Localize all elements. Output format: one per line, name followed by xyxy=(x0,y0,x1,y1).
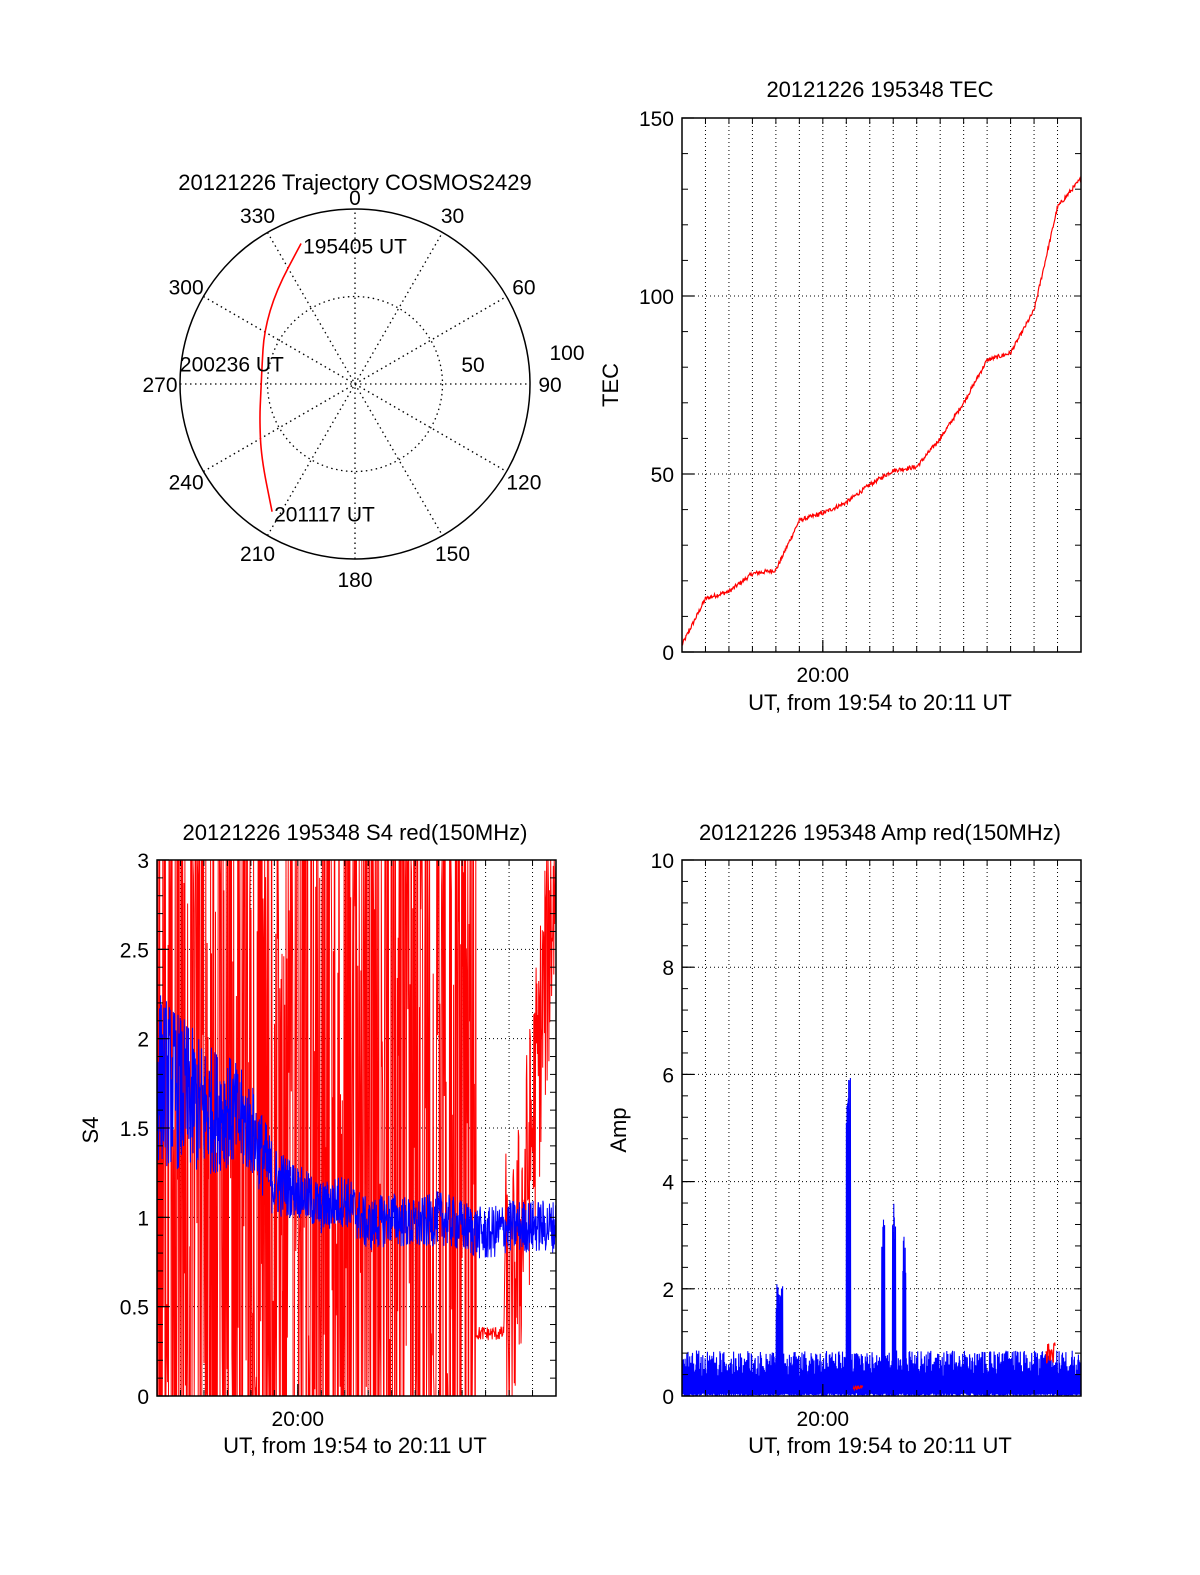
amp-title: 20121226 195348 Amp red(150MHz) xyxy=(699,820,1061,845)
polar-angle-label: 270 xyxy=(142,374,177,397)
amp-x-tick-label: 20:00 xyxy=(797,1408,850,1431)
amp-y-tick-label: 0 xyxy=(662,1386,674,1409)
polar-time-annotation: 195405 UT xyxy=(303,235,407,258)
polar-time-annotation: 200236 UT xyxy=(180,354,284,377)
amp-red-series-line xyxy=(852,1384,864,1392)
polar-angle-label: 300 xyxy=(169,277,204,300)
tec-frame xyxy=(681,117,1082,653)
s4-blue-series-line xyxy=(156,995,557,1259)
polar-outer-circle xyxy=(179,208,531,560)
tec-series-line xyxy=(681,176,1082,646)
s4-y-tick-label: 0.5 xyxy=(120,1297,149,1320)
polar-angle-label: 30 xyxy=(441,205,464,228)
polar-angle-label: 0 xyxy=(349,187,361,210)
s4-x-axis-label: UT, from 19:54 to 20:11 UT xyxy=(223,1433,487,1458)
s4-y-tick-label: 1.5 xyxy=(120,1118,149,1141)
amp-y-tick-label: 4 xyxy=(662,1172,674,1195)
tec-y-tick-label: 50 xyxy=(651,464,674,487)
polar-angle-label: 180 xyxy=(337,569,372,592)
polar-angle-label: 240 xyxy=(169,472,204,495)
polar-grid-circle xyxy=(266,295,444,473)
tec-title: 20121226 195348 TEC xyxy=(766,77,993,102)
amp-blue-series-line xyxy=(681,1077,1082,1397)
amp-frame xyxy=(681,859,1082,1397)
polar-radius-label: 100 xyxy=(549,342,584,365)
tec-y-tick-label: 150 xyxy=(639,108,674,131)
tec-y-axis-label: TEC xyxy=(598,363,623,407)
tec-y-tick-label: 100 xyxy=(639,286,674,309)
polar-angle-label: 60 xyxy=(512,277,535,300)
s4-y-tick-label: 2 xyxy=(137,1029,149,1052)
s4-x-tick-label: 20:00 xyxy=(272,1408,325,1431)
s4-y-tick-label: 0 xyxy=(137,1386,149,1409)
s4-y-tick-label: 3 xyxy=(137,850,149,873)
amp-y-tick-label: 10 xyxy=(651,850,674,873)
polar-angle-label: 330 xyxy=(240,205,275,228)
s4-chart: 20121226 195348 S4 red(150MHz) UT, from … xyxy=(78,820,557,1458)
amp-y-axis-label: Amp xyxy=(606,1107,631,1152)
polar-angle-label: 150 xyxy=(435,543,470,566)
polar-angle-label: 120 xyxy=(506,472,541,495)
s4-y-axis-label: S4 xyxy=(78,1117,103,1144)
polar-time-annotation: 201117 UT xyxy=(274,504,375,527)
tec-chart: 20121226 195348 TEC UT, from 19:54 to 20… xyxy=(598,77,1082,715)
amp-x-axis-label: UT, from 19:54 to 20:11 UT xyxy=(748,1433,1012,1458)
amp-y-tick-label: 2 xyxy=(662,1279,674,1302)
amp-red-series-line xyxy=(1045,1342,1056,1364)
amp-y-tick-label: 6 xyxy=(662,1064,674,1087)
polar-angle-label: 210 xyxy=(240,543,275,566)
polar-radius-label: 50 xyxy=(461,354,484,377)
polar-angle-label: 90 xyxy=(538,374,561,397)
amp-y-tick-label: 8 xyxy=(662,957,674,980)
s4-title: 20121226 195348 S4 red(150MHz) xyxy=(183,820,528,845)
polar-title: 20121226 Trajectory COSMOS2429 xyxy=(178,170,531,195)
s4-y-tick-label: 1 xyxy=(137,1207,149,1230)
polar-spoke xyxy=(266,232,444,536)
polar-trajectory-chart: 20121226 Trajectory COSMOS2429 0 30 60 90 12… xyxy=(142,170,584,592)
tec-x-tick-label: 20:00 xyxy=(797,664,850,687)
tec-x-axis-label: UT, from 19:54 to 20:11 UT xyxy=(748,690,1012,715)
s4-y-tick-label: 2.5 xyxy=(120,939,149,962)
tec-y-tick-label: 0 xyxy=(662,642,674,665)
amp-chart: 20121226 195348 Amp red(150MHz) UT, from… xyxy=(606,820,1082,1458)
polar-trajectory-line xyxy=(259,243,302,512)
